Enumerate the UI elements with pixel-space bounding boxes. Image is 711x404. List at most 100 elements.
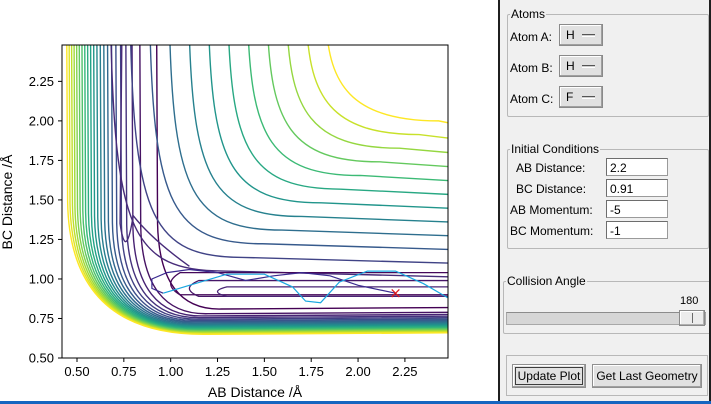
window-divider	[498, 0, 500, 404]
contour-line	[216, 286, 448, 297]
bc-distance-field[interactable]: 0.91	[606, 179, 668, 197]
contour-line	[149, 45, 448, 251]
x-tick-label: 0.50	[64, 364, 89, 379]
contour-line	[139, 45, 448, 315]
contour-line	[68, 45, 448, 335]
control-panel: Atoms Atom A: H Atom B: H Atom C: F Init…	[500, 0, 711, 404]
collision-angle-legend: Collision Angle	[507, 274, 586, 288]
x-tick-label: 1.25	[205, 364, 230, 379]
contour-line	[188, 279, 448, 297]
final-position-marker: ×	[389, 284, 402, 302]
contour-line	[70, 45, 448, 334]
initial-conditions-group: Initial Conditions	[507, 142, 709, 249]
y-tick-label: 0.75	[29, 311, 54, 326]
menu-indicator-icon	[582, 96, 595, 99]
contour-line	[106, 45, 448, 324]
x-tick-label: 1.50	[252, 364, 277, 379]
contour-line	[119, 45, 190, 267]
collision-angle-value: 180	[680, 295, 699, 307]
contour-line	[208, 45, 448, 209]
atom-c-value: F	[566, 90, 574, 104]
atom-b-label: Atom B:	[510, 61, 553, 75]
bc-momentum-field[interactable]: -1	[606, 221, 668, 239]
y-axis-ticks: 0.50 0.75 1.00 1.25 1.50 1.75 2.00 2.25	[29, 74, 62, 366]
contour-line	[156, 45, 448, 310]
contour-line	[103, 45, 448, 325]
x-tick-label: 0.75	[111, 364, 136, 379]
x-axis-ticks: 0.50 0.75 1.00 1.25 1.50 1.75 2.00 2.25	[64, 358, 418, 379]
atom-a-value: H	[566, 28, 575, 42]
y-tick-label: 1.75	[29, 153, 54, 168]
contour-line	[84, 45, 448, 330]
contour-line	[66, 45, 448, 335]
y-tick-label: 0.50	[29, 351, 54, 366]
y-tick-label: 1.25	[29, 232, 54, 247]
menu-indicator-icon	[582, 65, 595, 68]
contour-line	[287, 45, 448, 154]
contour-line	[188, 45, 448, 223]
ab-momentum-field[interactable]: -5	[606, 200, 668, 218]
contour-plot-area: 0.50 0.75 1.00 1.25 1.50 1.75 2.00 2.25 0.50 0.7…	[0, 44, 449, 400]
x-tick-label: 1.00	[158, 364, 183, 379]
trajectory-lines	[151, 268, 448, 304]
atom-b-menu[interactable]: H	[559, 55, 603, 77]
window-edge	[709, 0, 711, 404]
ab-momentum-label: AB Momentum:	[510, 203, 593, 217]
atom-c-label: Atom C:	[510, 92, 554, 106]
initial-conditions-legend: Initial Conditions	[511, 142, 600, 156]
atoms-group: Atoms	[507, 7, 709, 117]
bc-momentum-label: BC Momentum:	[510, 224, 594, 238]
y-tick-label: 1.50	[29, 192, 54, 207]
contour-line	[86, 45, 448, 330]
contour-lines	[66, 45, 448, 335]
contour-line	[119, 45, 448, 320]
atom-a-menu[interactable]: H	[559, 24, 603, 46]
y-tick-label: 2.00	[29, 113, 54, 128]
action-buttons-frame	[506, 355, 708, 396]
x-tick-label: 1.75	[299, 364, 324, 379]
taskbar-edge	[0, 401, 711, 404]
contour-line	[75, 45, 448, 333]
contour-line	[78, 45, 448, 332]
plot-frame	[61, 44, 449, 359]
contour-line	[228, 45, 448, 196]
atoms-legend: Atoms	[511, 7, 546, 21]
contour-plot: 0.50 0.75 1.00 1.25 1.50 1.75 2.00 2.25 0.50 0.7…	[0, 44, 449, 400]
contour-line	[169, 45, 448, 237]
trajectory-product-segment	[163, 270, 448, 304]
contour-line	[96, 45, 448, 327]
update-plot-button[interactable]: Update Plot	[512, 364, 586, 388]
atom-c-menu[interactable]: F	[559, 86, 603, 108]
atom-a-label: Atom A:	[510, 30, 553, 44]
contour-line	[81, 45, 448, 331]
contour-line	[110, 45, 448, 323]
get-last-geometry-button[interactable]: Get Last Geometry	[592, 364, 702, 388]
contour-line	[99, 45, 448, 326]
contour-line	[307, 45, 448, 139]
contour-line	[89, 45, 448, 329]
collision-angle-slider[interactable]	[506, 310, 706, 326]
contour-line	[130, 45, 448, 264]
contour-line	[247, 45, 448, 182]
y-tick-label: 1.00	[29, 271, 54, 286]
ab-distance-label: AB Distance:	[516, 161, 586, 175]
atom-b-value: H	[566, 59, 575, 73]
contour-line	[125, 45, 448, 319]
slider-grip-icon	[692, 313, 693, 323]
trajectory-reactant-segment	[151, 268, 396, 294]
collision-angle-slider-thumb[interactable]	[679, 310, 705, 326]
contour-line	[267, 45, 448, 168]
contour-line	[115, 45, 448, 322]
x-tick-label: 2.25	[392, 364, 417, 379]
contour-line	[131, 45, 448, 317]
contour-line	[110, 45, 448, 278]
y-tick-label: 2.25	[29, 74, 54, 89]
bc-distance-label: BC Distance:	[516, 182, 587, 196]
y-axis-label: BC Distance /Å	[0, 154, 15, 250]
contour-line	[73, 45, 448, 333]
ab-distance-field[interactable]: 2.2	[606, 158, 668, 176]
contour-line	[92, 45, 448, 328]
x-tick-label: 2.00	[345, 364, 370, 379]
menu-indicator-icon	[582, 34, 595, 37]
contour-line	[327, 45, 448, 124]
